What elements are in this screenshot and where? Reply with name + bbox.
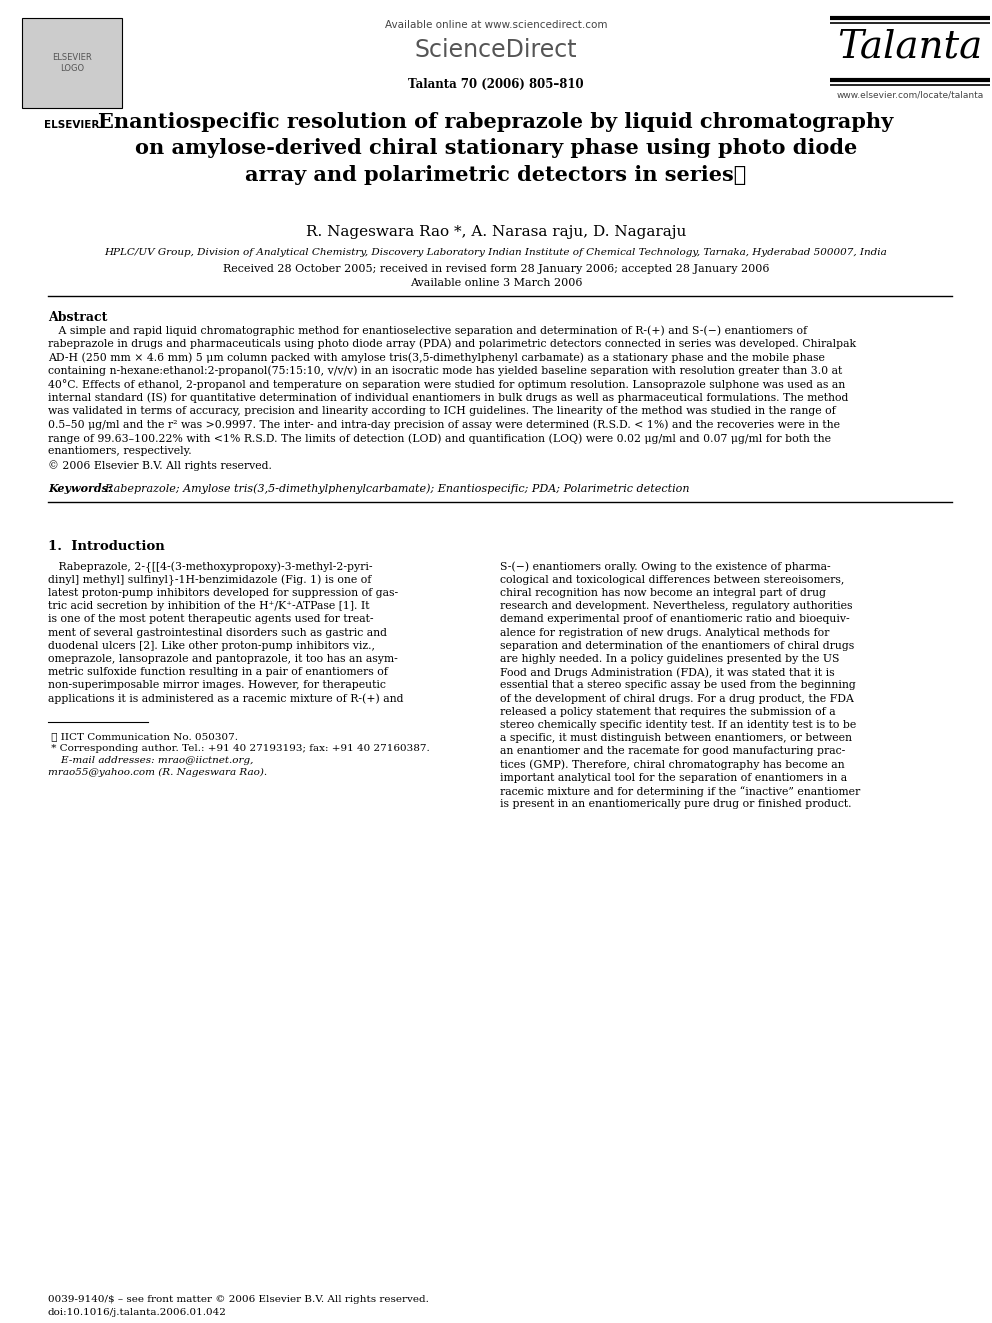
Text: Rabeprazole; Amylose tris(3,5-dimethylphenylcarbamate); Enantiospecific; PDA; Po: Rabeprazole; Amylose tris(3,5-dimethylph… [98,483,689,493]
Text: tric acid secretion by inhibition of the H⁺/K⁺-ATPase [1]. It: tric acid secretion by inhibition of the… [48,601,369,611]
Text: non-superimposable mirror images. However, for therapeutic: non-superimposable mirror images. Howeve… [48,680,386,691]
Text: containing n-hexane:ethanol:2-propanol(75:15:10, v/v/v) in an isocratic mode has: containing n-hexane:ethanol:2-propanol(7… [48,365,842,376]
Text: E-mail addresses: mrao@iictnet.org,: E-mail addresses: mrao@iictnet.org, [48,755,253,765]
Text: a specific, it must distinguish between enantiomers, or between: a specific, it must distinguish between … [500,733,852,744]
Text: ELSEVIER: ELSEVIER [45,120,99,130]
Text: 0039-9140/$ – see front matter © 2006 Elsevier B.V. All rights reserved.: 0039-9140/$ – see front matter © 2006 El… [48,1295,429,1304]
Text: enantiomers, respectively.: enantiomers, respectively. [48,446,191,456]
Text: Food and Drugs Administration (FDA), it was stated that it is: Food and Drugs Administration (FDA), it … [500,667,834,677]
Text: latest proton-pump inhibitors developed for suppression of gas-: latest proton-pump inhibitors developed … [48,587,398,598]
Text: released a policy statement that requires the submission of a: released a policy statement that require… [500,706,835,717]
Text: Rabeprazole, 2-{[[4-(3-methoxypropoxy)-3-methyl-2-pyri-: Rabeprazole, 2-{[[4-(3-methoxypropoxy)-3… [48,561,373,573]
Text: R. Nageswara Rao *, A. Narasa raju, D. Nagaraju: R. Nageswara Rao *, A. Narasa raju, D. N… [306,225,686,239]
Text: tices (GMP). Therefore, chiral chromatography has become an: tices (GMP). Therefore, chiral chromatog… [500,759,844,770]
Text: duodenal ulcers [2]. Like other proton-pump inhibitors viz.,: duodenal ulcers [2]. Like other proton-p… [48,640,375,651]
Text: * Corresponding author. Tel.: +91 40 27193193; fax: +91 40 27160387.: * Corresponding author. Tel.: +91 40 271… [48,744,430,753]
Text: mrao55@yahoo.com (R. Nageswara Rao).: mrao55@yahoo.com (R. Nageswara Rao). [48,767,267,777]
Text: Abstract: Abstract [48,311,107,324]
Text: important analytical tool for the separation of enantiomers in a: important analytical tool for the separa… [500,773,847,783]
Text: an enantiomer and the racemate for good manufacturing prac-: an enantiomer and the racemate for good … [500,746,845,757]
Text: AD-H (250 mm × 4.6 mm) 5 μm column packed with amylose tris(3,5-dimethylphenyl c: AD-H (250 mm × 4.6 mm) 5 μm column packe… [48,352,825,363]
Text: Received 28 October 2005; received in revised form 28 January 2006; accepted 28 : Received 28 October 2005; received in re… [223,265,769,274]
Text: essential that a stereo specific assay be used from the beginning: essential that a stereo specific assay b… [500,680,856,691]
Bar [22,19,122,108]
Text: stereo chemically specific identity test. If an identity test is to be: stereo chemically specific identity test… [500,720,856,730]
Text: S-(−) enantiomers orally. Owing to the existence of pharma-: S-(−) enantiomers orally. Owing to the e… [500,561,830,572]
Text: are highly needed. In a policy guidelines presented by the US: are highly needed. In a policy guideline… [500,654,839,664]
Text: 0.5–50 μg/ml and the r² was >0.9997. The inter- and intra-day precision of assay: 0.5–50 μg/ml and the r² was >0.9997. The… [48,419,840,430]
Text: 1.  Introduction: 1. Introduction [48,540,165,553]
Text: Enantiospecific resolution of rabeprazole by liquid chromatography
on amylose-de: Enantiospecific resolution of rabeprazol… [98,112,894,185]
Text: Talanta 70 (2006) 805–810: Talanta 70 (2006) 805–810 [408,78,584,91]
Text: chiral recognition has now become an integral part of drug: chiral recognition has now become an int… [500,587,826,598]
Text: Available online 3 March 2006: Available online 3 March 2006 [410,278,582,288]
Text: separation and determination of the enantiomers of chiral drugs: separation and determination of the enan… [500,640,854,651]
Text: applications it is administered as a racemic mixture of R-(+) and: applications it is administered as a rac… [48,693,404,704]
Text: A simple and rapid liquid chromatographic method for enantioselective separation: A simple and rapid liquid chromatographi… [48,325,807,336]
Text: range of 99.63–100.22% with <1% R.S.D. The limits of detection (LOD) and quantif: range of 99.63–100.22% with <1% R.S.D. T… [48,433,831,443]
Text: doi:10.1016/j.talanta.2006.01.042: doi:10.1016/j.talanta.2006.01.042 [48,1308,227,1316]
Text: is present in an enantiomerically pure drug or finished product.: is present in an enantiomerically pure d… [500,799,851,810]
Text: Keywords:: Keywords: [48,483,112,495]
Text: rabeprazole in drugs and pharmaceuticals using photo diode array (PDA) and polar: rabeprazole in drugs and pharmaceuticals… [48,339,856,349]
Text: research and development. Nevertheless, regulatory authorities: research and development. Nevertheless, … [500,601,852,611]
Text: metric sulfoxide function resulting in a pair of enantiomers of: metric sulfoxide function resulting in a… [48,667,388,677]
Text: ScienceDirect: ScienceDirect [415,38,577,62]
Text: is one of the most potent therapeutic agents used for treat-: is one of the most potent therapeutic ag… [48,614,374,624]
Text: cological and toxicological differences between stereoisomers,: cological and toxicological differences … [500,574,844,585]
Text: was validated in terms of accuracy, precision and linearity according to ICH gui: was validated in terms of accuracy, prec… [48,406,835,415]
Text: Available online at www.sciencedirect.com: Available online at www.sciencedirect.co… [385,20,607,30]
Text: www.elsevier.com/locate/talanta: www.elsevier.com/locate/talanta [836,90,984,99]
Text: of the development of chiral drugs. For a drug product, the FDA: of the development of chiral drugs. For … [500,693,854,704]
Text: Talanta: Talanta [837,28,983,65]
Text: ★ IICT Communication No. 050307.: ★ IICT Communication No. 050307. [48,732,238,741]
Text: ment of several gastrointestinal disorders such as gastric and: ment of several gastrointestinal disorde… [48,627,387,638]
Text: racemic mixture and for determining if the “inactive” enantiomer: racemic mixture and for determining if t… [500,786,860,796]
Text: © 2006 Elsevier B.V. All rights reserved.: © 2006 Elsevier B.V. All rights reserved… [48,460,272,471]
Text: ELSEVIER
LOGO: ELSEVIER LOGO [53,53,92,73]
Text: demand experimental proof of enantiomeric ratio and bioequiv-: demand experimental proof of enantiomeri… [500,614,849,624]
Text: alence for registration of new drugs. Analytical methods for: alence for registration of new drugs. An… [500,627,829,638]
Text: internal standard (IS) for quantitative determination of individual enantiomers : internal standard (IS) for quantitative … [48,393,848,404]
Text: HPLC/UV Group, Division of Analytical Chemistry, Discovery Laboratory Indian Ins: HPLC/UV Group, Division of Analytical Ch… [104,247,888,257]
Text: dinyl] methyl] sulfinyl}-1H-benzimidazole (Fig. 1) is one of: dinyl] methyl] sulfinyl}-1H-benzimidazol… [48,574,371,586]
Text: 40°C. Effects of ethanol, 2-propanol and temperature on separation were studied : 40°C. Effects of ethanol, 2-propanol and… [48,378,845,390]
Text: omeprazole, lansoprazole and pantoprazole, it too has an asym-: omeprazole, lansoprazole and pantoprazol… [48,654,398,664]
